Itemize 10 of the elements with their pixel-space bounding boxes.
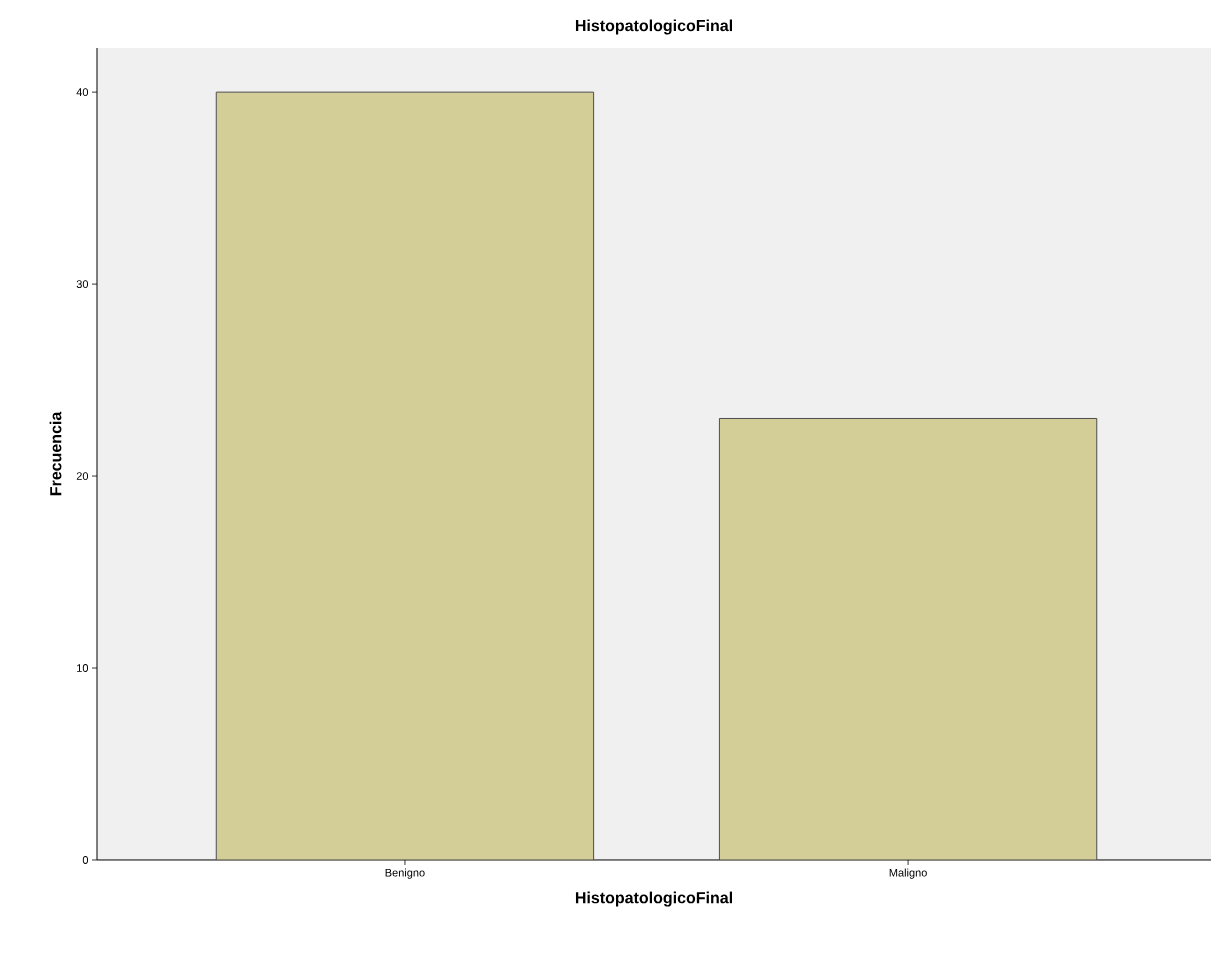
y-tick-label: 10 (77, 664, 89, 672)
y-tick-label: 30 (76, 280, 89, 288)
y-tick-label: 40 (76, 88, 89, 97)
x-axis-title: HistopatologicoFinal (575, 891, 732, 907)
y-tick-label: 0 (82, 856, 89, 864)
y-axis-title: Frecuencia (49, 411, 62, 496)
x-tick-label: Maligno (889, 868, 927, 879)
y-tick-label: 20 (76, 472, 89, 480)
x-tick-label: Benigno (385, 868, 425, 879)
chart-title: HistopatologicoFinal (575, 19, 732, 35)
